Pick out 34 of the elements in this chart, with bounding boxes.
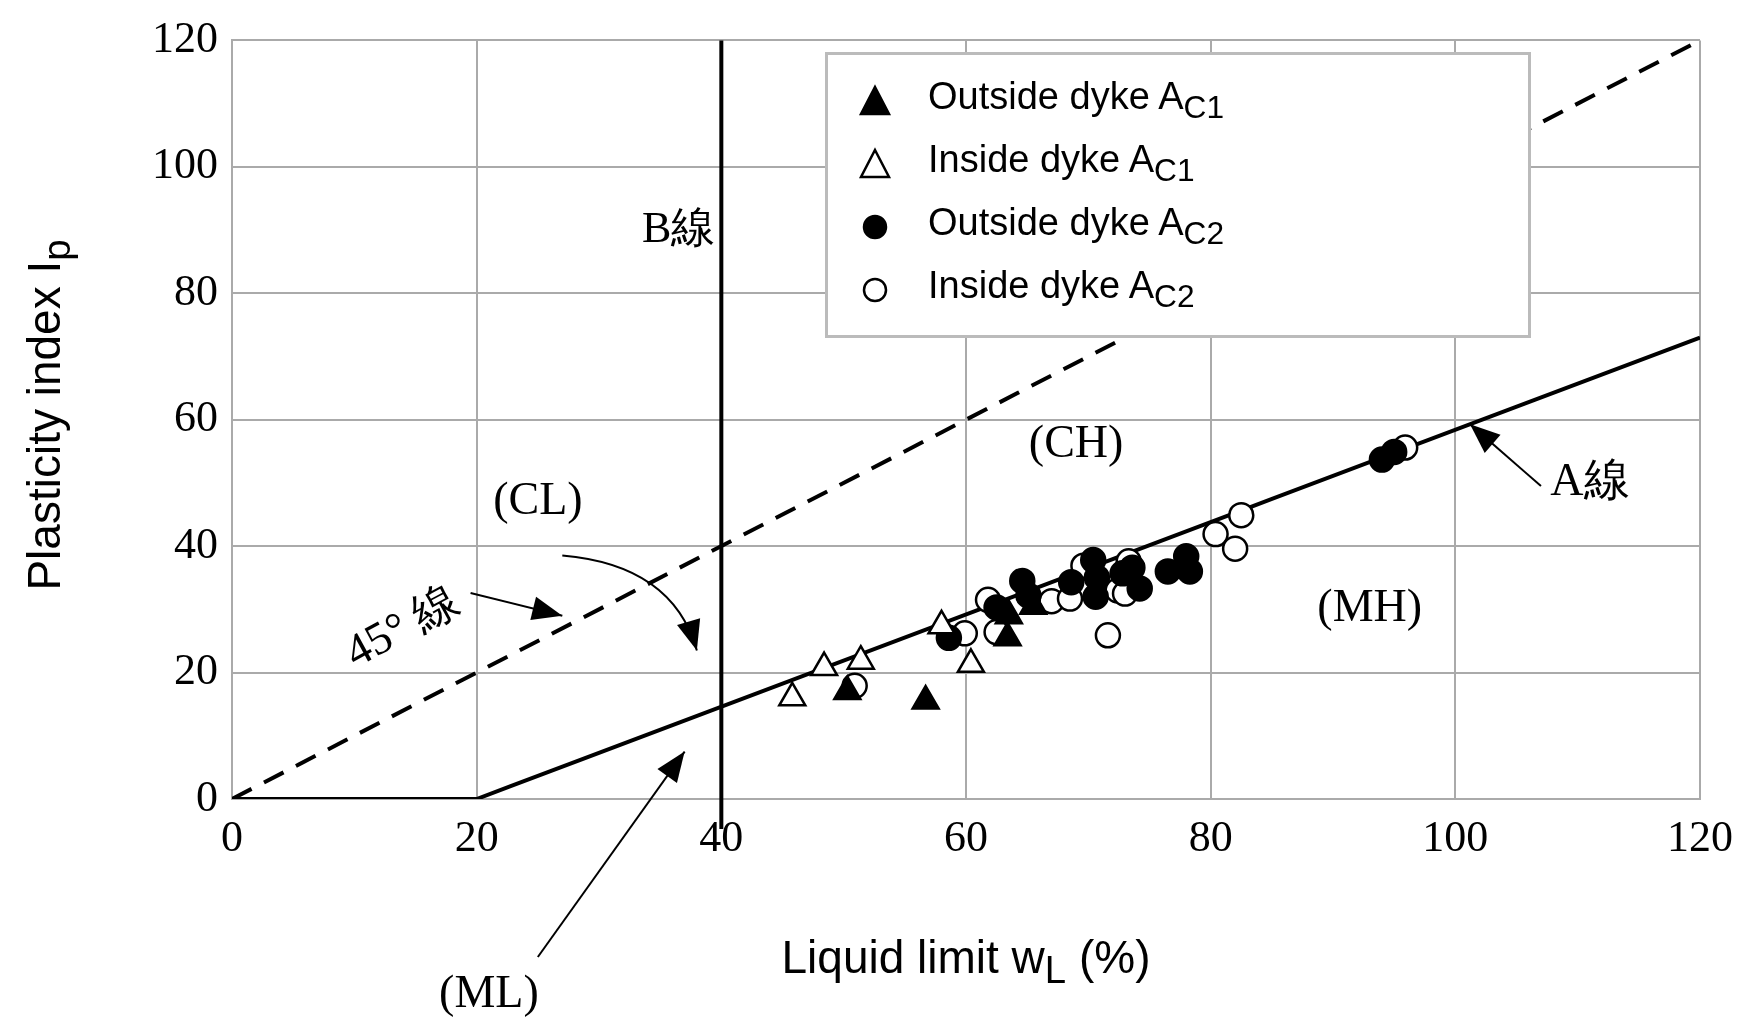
y-tick-label: 0 bbox=[196, 771, 218, 821]
legend-label: Outside dyke A$_{C1}$ bbox=[928, 75, 1225, 126]
legend-label: Outside dyke A$_{C2}$ bbox=[928, 201, 1225, 252]
point bbox=[1221, 535, 1249, 562]
x-tick-label: 40 bbox=[699, 811, 744, 861]
text: (ML) bbox=[439, 966, 539, 1018]
legend-label: Inside dyke A$_{C2}$ bbox=[928, 264, 1195, 315]
point bbox=[1176, 558, 1204, 585]
x-tick-label: 100 bbox=[1422, 811, 1489, 861]
annotation: (CH) bbox=[1028, 416, 1124, 468]
ref-line-label: B線 bbox=[641, 202, 716, 252]
y-tick-label: 120 bbox=[152, 12, 218, 62]
point bbox=[1380, 438, 1408, 466]
annotation: (CL) bbox=[493, 472, 583, 524]
legend-label: Inside dyke A$_{C1}$ bbox=[928, 138, 1195, 189]
y-tick-label: 80 bbox=[174, 265, 218, 315]
y-tick-label: 100 bbox=[152, 139, 218, 189]
x-axis-title: Liquid limit w$_{L}$ (%) bbox=[781, 930, 1151, 993]
x-tick-label: 20 bbox=[454, 811, 499, 861]
annotation: (MH) bbox=[1317, 580, 1423, 632]
point bbox=[1154, 558, 1182, 585]
point bbox=[1126, 575, 1153, 602]
legend-label: A線 bbox=[1550, 453, 1630, 505]
y-tick-label: 40 bbox=[174, 518, 218, 568]
y-tick-label: 20 bbox=[174, 645, 218, 695]
point bbox=[1228, 501, 1255, 529]
text: 45° 線 bbox=[335, 573, 468, 677]
point bbox=[1094, 622, 1122, 649]
y-tick-label: 60 bbox=[174, 392, 218, 442]
x-tick-label: 60 bbox=[944, 811, 988, 861]
x-tick-label: 120 bbox=[1667, 811, 1733, 861]
x-tick-label: 80 bbox=[1188, 811, 1233, 861]
point bbox=[1202, 520, 1229, 548]
point bbox=[1057, 568, 1085, 596]
